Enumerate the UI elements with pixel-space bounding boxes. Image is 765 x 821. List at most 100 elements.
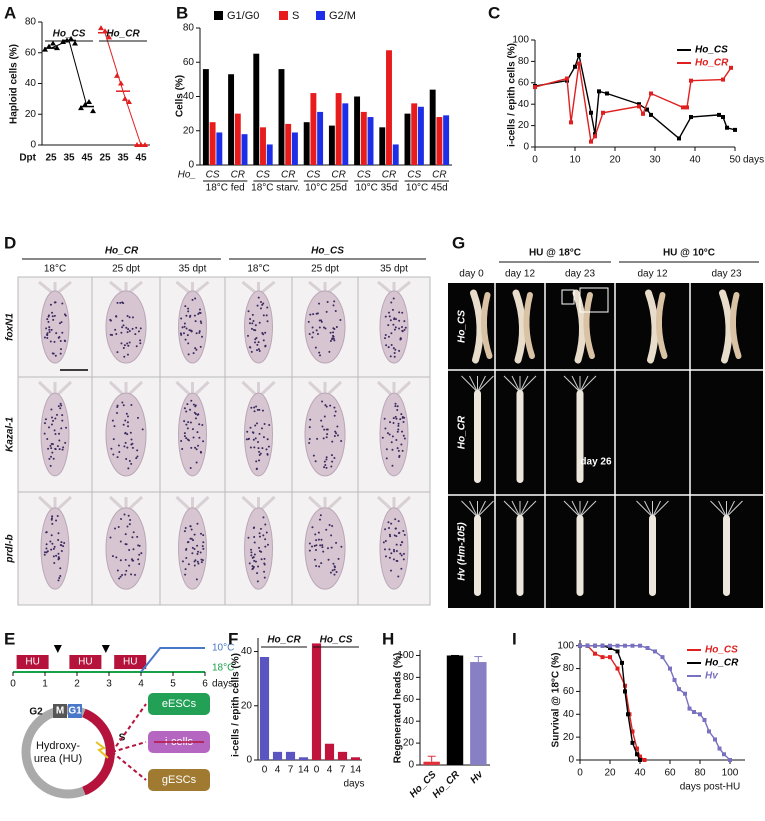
stain-dot	[385, 344, 388, 347]
stain-dot	[322, 550, 325, 553]
stain-dot	[185, 548, 188, 551]
stain-dot	[43, 432, 46, 435]
stain-dot	[58, 322, 61, 325]
stain-dot	[335, 570, 338, 573]
stain-dot	[192, 352, 195, 355]
stain-dot	[58, 439, 61, 442]
stain-dot	[115, 556, 118, 559]
stain-dot	[323, 428, 326, 431]
polyp	[730, 292, 742, 359]
stain-dot	[115, 315, 118, 318]
stain-dot	[311, 326, 314, 329]
stain-dot	[258, 321, 261, 324]
stain-dot	[194, 320, 197, 323]
stain-dot	[119, 301, 122, 304]
bar	[260, 127, 266, 165]
stain-dot	[126, 342, 129, 345]
tentacle	[636, 500, 653, 518]
stain-dot	[400, 413, 403, 416]
stain-dot	[201, 423, 204, 426]
stain-dot	[398, 319, 401, 322]
legend-label: Ho_CR	[695, 58, 729, 69]
stain-dot	[392, 323, 395, 326]
stain-dot	[254, 324, 257, 327]
stain-dot	[394, 415, 397, 418]
x-tick-label: 0	[262, 765, 268, 776]
stain-dot	[119, 559, 122, 562]
treatment-box	[114, 655, 147, 669]
stain-dot	[254, 424, 257, 427]
group-label: Ho_CR	[105, 246, 139, 257]
stain-dot	[398, 327, 401, 330]
stain-dot	[185, 410, 188, 413]
stain-dot	[326, 547, 329, 550]
stain-dot	[381, 436, 384, 439]
tentacle	[579, 500, 589, 518]
stain-dot	[57, 539, 60, 542]
stain-dot	[56, 515, 59, 518]
point	[733, 127, 737, 132]
stain-dot	[51, 451, 54, 454]
stain-dot	[185, 423, 188, 426]
stain-dot	[332, 304, 335, 307]
stain-dot	[392, 421, 395, 424]
stain-dot	[111, 333, 114, 336]
stain-dot	[400, 326, 403, 329]
stain-dot	[254, 341, 257, 344]
point	[102, 28, 108, 34]
stain-dot	[257, 565, 260, 568]
stain-dot	[43, 553, 46, 556]
polyp	[649, 515, 656, 596]
bar	[324, 743, 335, 760]
stain-dot	[117, 525, 120, 528]
stain-dot	[391, 448, 394, 451]
stain-dot	[315, 565, 318, 568]
specimen	[40, 290, 70, 364]
stain-dot	[396, 405, 399, 408]
stain-dot	[141, 428, 144, 431]
stain-dot	[263, 557, 266, 560]
polyp	[576, 390, 584, 483]
stain-dot	[313, 544, 316, 547]
stain-dot	[138, 544, 141, 547]
y-tick-label: 60	[403, 694, 415, 705]
stain-dot	[59, 567, 62, 570]
stain-dot	[321, 544, 324, 547]
panel-letter: E	[4, 629, 15, 648]
stain-dot	[259, 301, 262, 304]
stain-dot	[397, 424, 400, 427]
stain-dot	[333, 414, 336, 417]
x-tick-label: 20	[604, 768, 616, 779]
stain-dot	[63, 541, 66, 544]
stain-dot	[401, 311, 404, 314]
y-tick-label: 20	[25, 109, 37, 120]
stain-dot	[51, 542, 54, 545]
timeline-tick-label: 4	[138, 679, 144, 690]
stain-dot	[312, 313, 315, 316]
point	[689, 115, 693, 120]
stain-dot	[311, 336, 314, 339]
stain-dot	[391, 464, 394, 467]
stain-dot	[393, 328, 396, 331]
stain-dot	[325, 528, 328, 531]
stain-dot	[62, 545, 65, 548]
stain-dot	[386, 432, 389, 435]
stain-dot	[390, 569, 393, 572]
point	[687, 706, 692, 711]
stain-dot	[308, 437, 311, 440]
stain-dot	[186, 403, 189, 406]
stain-dot	[194, 405, 197, 408]
point	[645, 646, 650, 650]
stain-dot	[390, 522, 393, 525]
stain-dot	[195, 461, 198, 464]
stain-dot	[258, 432, 261, 435]
stain-dot	[194, 446, 197, 449]
point	[649, 112, 653, 117]
stain-dot	[399, 552, 402, 555]
stain-dot	[395, 543, 398, 546]
point	[90, 108, 96, 114]
y-tick-label: 60	[183, 57, 195, 68]
bar	[423, 761, 440, 765]
point	[46, 43, 52, 49]
stain-dot	[401, 416, 404, 419]
